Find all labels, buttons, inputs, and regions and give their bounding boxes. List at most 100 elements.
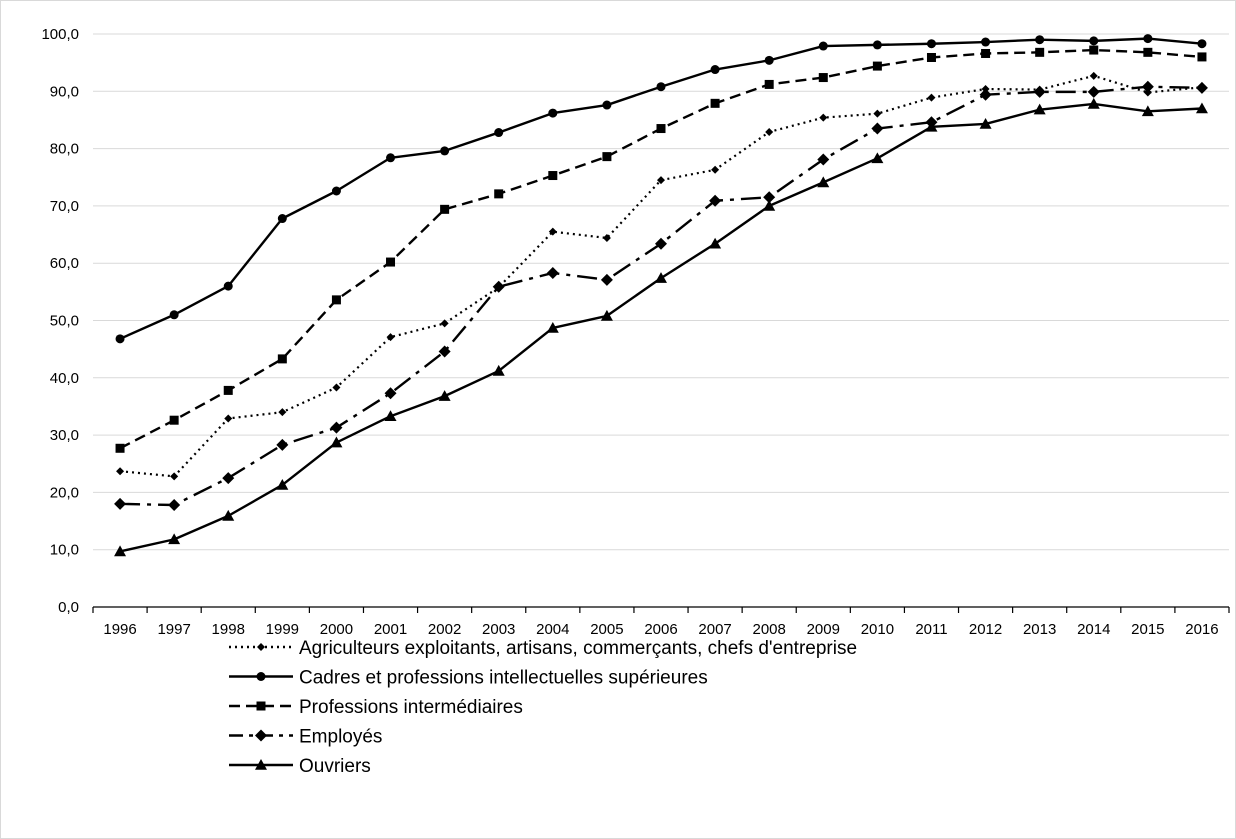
data-point [1195,102,1208,114]
x-tick-label: 1996 [103,621,136,638]
data-point [817,153,830,166]
data-point [710,98,720,108]
data-point [546,321,559,333]
data-point [1087,85,1100,98]
y-tick-label: 10,0 [50,542,79,559]
data-point [709,194,722,207]
x-tick-label: 2016 [1185,621,1218,638]
legend-swatch-marker [255,759,267,770]
data-point [1141,80,1154,93]
x-axis-ticks [92,607,1230,613]
data-point [116,467,125,476]
x-tick-label: 2000 [320,621,353,638]
data-point [223,281,233,291]
data-point [384,387,397,400]
data-point [926,39,936,49]
legend-label: Ouvriers [299,756,371,777]
legend-swatch-marker [256,672,266,681]
y-tick-label: 30,0 [50,427,79,444]
x-tick-label: 2003 [482,621,515,638]
x-tick-label: 2008 [753,621,786,638]
x-tick-label: 2013 [1023,621,1056,638]
data-point [979,88,992,101]
data-point [602,100,612,110]
series-line [119,74,1203,478]
y-tick-label: 100,0 [41,26,79,43]
data-point [331,295,341,305]
data-point [602,152,612,162]
series-5 [114,97,1208,557]
data-point [115,334,125,344]
data-point [494,128,504,138]
data-point [492,364,505,376]
data-point [1143,34,1153,44]
data-point [1195,81,1208,94]
legend-swatch-marker [257,643,265,651]
x-tick-label: 2009 [807,621,840,638]
data-point [332,383,341,392]
y-tick-label: 50,0 [50,313,79,330]
data-point [981,37,991,47]
data-point [817,176,830,188]
data-point [440,319,449,328]
data-point [1033,103,1046,115]
data-point [818,41,828,51]
legend-item: Agriculteurs exploitants, artisans, comm… [229,638,857,659]
x-tick-label: 2010 [861,621,894,638]
data-point [330,436,343,448]
data-point [765,127,774,136]
data-point [169,415,179,425]
data-point [386,333,395,342]
data-point [330,421,343,434]
data-point [656,82,666,92]
data-point [873,109,882,118]
data-point [438,345,451,358]
data-point [871,122,884,135]
gridlines [93,33,1229,551]
data-point [114,497,127,510]
data-point [872,40,882,50]
data-point [763,191,776,204]
data-point [871,152,884,164]
x-tick-label: 2014 [1077,621,1110,638]
data-point [763,199,776,211]
data-point [655,272,667,283]
series-2 [115,34,1207,344]
legend-item: Cadres et professions intellectuelles su… [229,668,708,689]
y-tick-label: 40,0 [50,370,79,387]
data-point [277,214,287,224]
legend-swatch-marker [255,729,267,742]
y-tick-label: 80,0 [50,141,79,158]
data-point [438,390,451,401]
x-tick-label: 2005 [590,621,623,638]
y-tick-label: 60,0 [50,255,79,272]
data-point [548,171,558,181]
x-tick-label: 2011 [915,621,947,638]
x-tick-label: 2007 [698,621,731,638]
data-point [979,117,992,129]
data-point [709,237,722,249]
data-point [657,176,665,185]
data-point [981,48,991,58]
data-point [386,153,396,163]
x-tick-label: 2002 [428,621,461,638]
legend-label: Cadres et professions intellectuelles su… [299,668,708,689]
legend-item: Ouvriers [229,756,371,777]
data-point [494,189,504,199]
data-point [492,280,505,293]
data-point [764,79,774,89]
data-point [546,266,559,279]
data-point [277,354,287,364]
x-tick-label: 1997 [157,621,190,638]
series-3 [115,45,1207,453]
x-tick-label: 2006 [644,621,677,638]
data-point [1143,47,1153,57]
x-tick-label: 2015 [1131,621,1164,638]
data-point [818,73,828,83]
data-point [278,408,287,417]
y-tick-label: 0,0 [58,599,79,616]
data-point [1089,36,1099,46]
data-point [222,472,235,485]
data-point [115,443,125,453]
x-tick-label: 1999 [266,621,299,638]
